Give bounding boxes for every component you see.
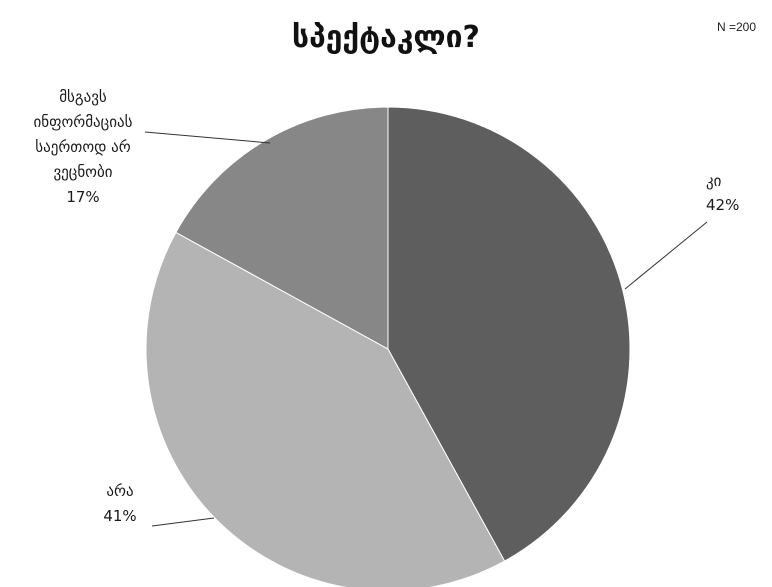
slice-category-label-2: არა [106, 482, 133, 500]
pie-slices [146, 107, 630, 587]
slice-category-label-3-line-4: ვეცნობი [53, 163, 112, 181]
leader-line-3 [145, 132, 270, 143]
leader-line-1 [625, 222, 707, 289]
slice-category-label-3-line-2: ინფორმაციას [34, 113, 133, 131]
slice-category-label-3-line-3: საერთოდ არ [35, 138, 130, 156]
slice-value-label-3: 17% [66, 188, 99, 206]
slice-value-label-1: 42% [706, 196, 739, 214]
leader-line-2 [152, 518, 214, 526]
slice-category-label-3-line-1: მსგავს [59, 88, 107, 106]
slice-category-label-1: კი [706, 172, 722, 190]
slice-value-label-2: 41% [103, 507, 136, 525]
